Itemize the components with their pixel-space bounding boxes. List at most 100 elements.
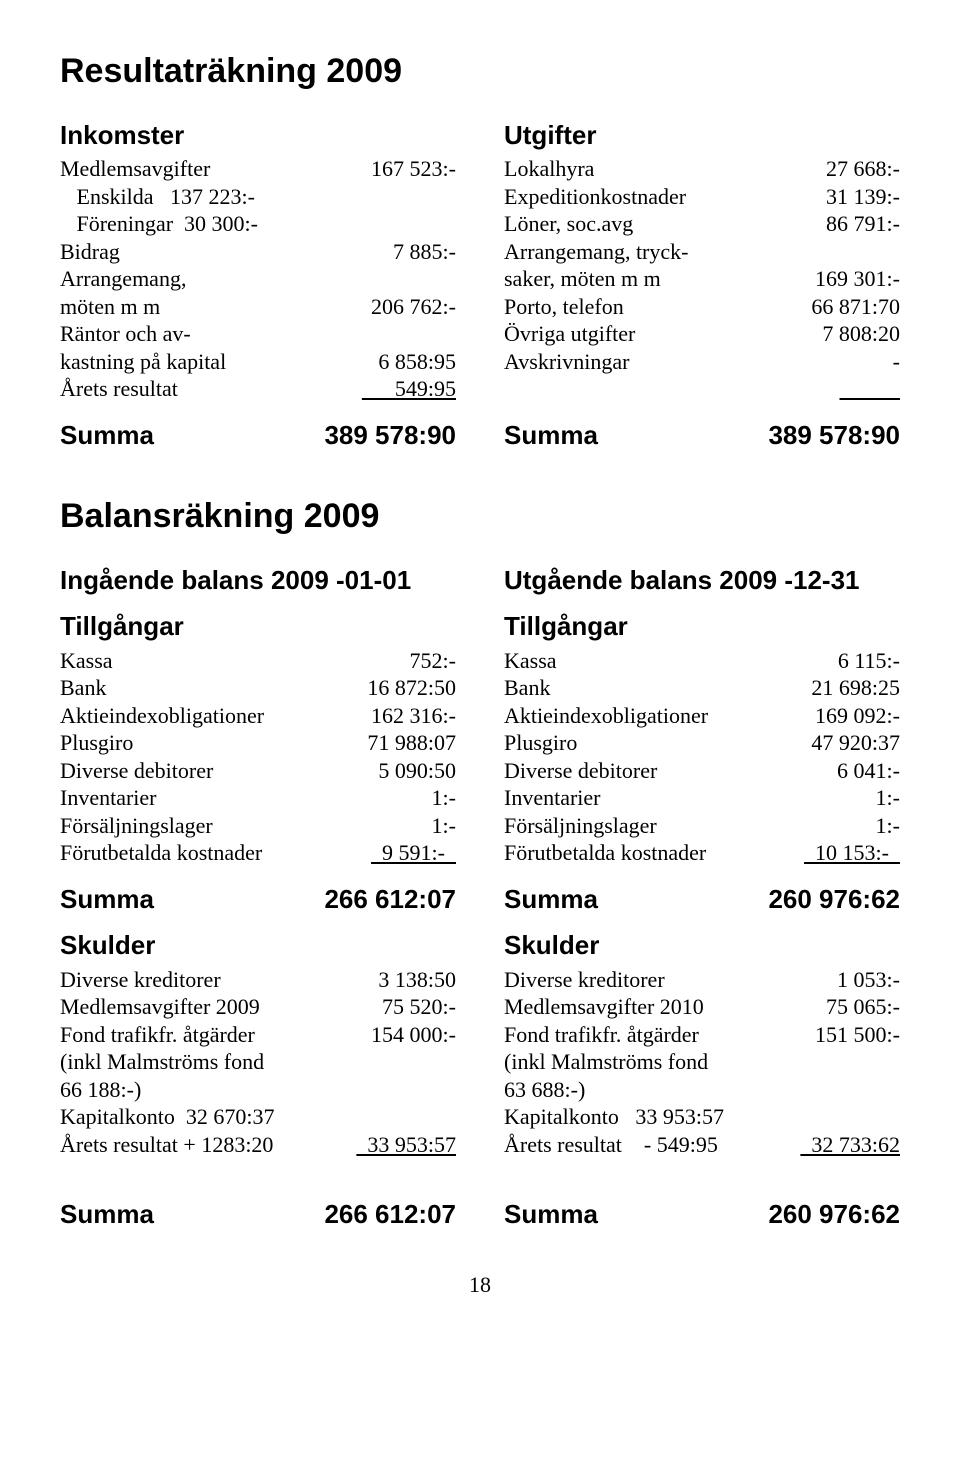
balance-out-liab-row: Fond trafikfr. åtgärder151 500:-	[504, 1021, 900, 1049]
balance-in-liab-label: Fond trafikfr. åtgärder	[60, 1021, 365, 1049]
balance-in-liab-row: 66 188:-)	[60, 1076, 456, 1104]
balance-columns: Ingående balans 2009 -01-01 Tillgångar K…	[60, 564, 900, 1231]
expense-label: Lokalhyra	[504, 155, 820, 183]
balance-out-asset-label: Bank	[504, 674, 805, 702]
expense-row: Arrangemang, tryck-	[504, 238, 900, 266]
income-label: Enskilda 137 223:-	[60, 183, 450, 211]
balance-out-assets-sum-label: Summa	[504, 883, 598, 916]
balance-in-liab-label: (inkl Malmströms fond	[60, 1048, 450, 1076]
balance-in-assets-heading: Tillgångar	[60, 610, 456, 643]
income-label: Bidrag	[60, 238, 387, 266]
balance-in-liab-row: (inkl Malmströms fond	[60, 1048, 456, 1076]
balance-in-asset-label: Försäljningslager	[60, 812, 426, 840]
income-label: Arrangemang,	[60, 265, 450, 293]
income-value: 549:95	[356, 375, 456, 403]
expense-value: 86 791:-	[820, 210, 900, 238]
expense-column: Utgifter Lokalhyra27 668:-Expeditionkost…	[504, 119, 900, 452]
balance-out-asset-label: Inventarier	[504, 784, 870, 812]
expense-value: 169 301:-	[809, 265, 900, 293]
balance-in-asset-row: Inventarier1:-	[60, 784, 456, 812]
balance-in-heading: Ingående balans 2009 -01-01	[60, 564, 456, 597]
balance-out-liab-row: Diverse kreditorer1 053:-	[504, 966, 900, 994]
income-value: 206 762:-	[365, 293, 456, 321]
balance-out-assets-sum-row: Summa 260 976:62	[504, 883, 900, 916]
income-row: möten m m206 762:-	[60, 293, 456, 321]
balance-in-liab-row: Diverse kreditorer3 138:50	[60, 966, 456, 994]
result-title: Resultaträkning 2009	[60, 50, 900, 93]
expense-sum-row: Summa 389 578:90	[504, 419, 900, 452]
balance-out-asset-row: Försäljningslager1:-	[504, 812, 900, 840]
balance-out-assets-sum-value: 260 976:62	[768, 883, 900, 916]
expense-row: Avskrivningar-	[504, 348, 900, 376]
balance-out-liab-label: (inkl Malmströms fond	[504, 1048, 894, 1076]
balance-in-asset-value: 162 316:-	[365, 702, 456, 730]
expense-label: Avskrivningar	[504, 348, 887, 376]
income-sum-label: Summa	[60, 419, 154, 452]
balance-out-asset-row: Förutbetalda kostnader 10 153:-	[504, 839, 900, 867]
balance-in-liab-sum-row: Summa 266 612:07	[60, 1198, 456, 1231]
balance-out-liab-row: Kapitalkonto 33 953:57	[504, 1103, 900, 1131]
expense-row: Porto, telefon66 871:70	[504, 293, 900, 321]
expense-value: -	[887, 348, 900, 376]
balance-out-liab-value: 1 053:-	[831, 966, 900, 994]
income-sum-value: 389 578:90	[324, 419, 456, 452]
balance-in-liab-value: 154 000:-	[365, 1021, 456, 1049]
expense-row: Lokalhyra27 668:-	[504, 155, 900, 183]
balance-in-asset-value: 1:-	[426, 784, 456, 812]
balance-out-asset-row: Inventarier1:-	[504, 784, 900, 812]
balance-in-asset-row: Aktieindexobligationer162 316:-	[60, 702, 456, 730]
balance-in-asset-label: Diverse debitorer	[60, 757, 372, 785]
balance-in-liab-heading: Skulder	[60, 929, 456, 962]
balance-out-liab-label: Kapitalkonto 33 953:57	[504, 1103, 894, 1131]
balance-out-asset-value: 47 920:37	[805, 729, 900, 757]
balance-out-asset-row: Diverse debitorer6 041:-	[504, 757, 900, 785]
expense-row: Expeditionkostnader31 139:-	[504, 183, 900, 211]
balance-out-asset-row: Bank21 698:25	[504, 674, 900, 702]
expense-sum-value: 389 578:90	[768, 419, 900, 452]
expense-value: 7 808:20	[816, 320, 900, 348]
income-label: kastning på kapital	[60, 348, 372, 376]
expense-label: saker, möten m m	[504, 265, 809, 293]
income-label: Medlemsavgifter	[60, 155, 365, 183]
balance-in-column: Ingående balans 2009 -01-01 Tillgångar K…	[60, 564, 456, 1231]
balance-out-asset-label: Förutbetalda kostnader	[504, 839, 798, 867]
balance-title: Balansräkning 2009	[60, 495, 900, 538]
balance-out-asset-label: Plusgiro	[504, 729, 805, 757]
expense-row: Löner, soc.avg86 791:-	[504, 210, 900, 238]
income-value: 167 523:-	[365, 155, 456, 183]
balance-in-asset-value: 9 591:-	[365, 839, 456, 867]
balance-out-asset-value: 10 153:-	[798, 839, 900, 867]
balance-out-asset-value: 6 115:-	[832, 647, 900, 675]
balance-out-liab-row: Årets resultat - 549:95 32 733:62	[504, 1131, 900, 1159]
expense-label: Expeditionkostnader	[504, 183, 820, 211]
balance-in-asset-value: 752:-	[404, 647, 456, 675]
page-number: 18	[60, 1271, 900, 1299]
balance-out-liab-sum-row: Summa 260 976:62	[504, 1198, 900, 1231]
income-label: Räntor och av-	[60, 320, 450, 348]
balance-out-asset-value: 1:-	[870, 812, 900, 840]
balance-in-asset-row: Kassa752:-	[60, 647, 456, 675]
balance-in-asset-label: Kassa	[60, 647, 404, 675]
balance-in-liab-value: 75 520:-	[376, 993, 456, 1021]
balance-out-asset-value: 6 041:-	[831, 757, 900, 785]
expense-label: Övriga utgifter	[504, 320, 816, 348]
balance-out-asset-row: Aktieindexobligationer169 092:-	[504, 702, 900, 730]
expense-label: Porto, telefon	[504, 293, 805, 321]
balance-out-liab-heading: Skulder	[504, 929, 900, 962]
balance-out-liab-label: Diverse kreditorer	[504, 966, 831, 994]
balance-out-liab-label: 63 688:-)	[504, 1076, 894, 1104]
income-row: Enskilda 137 223:-	[60, 183, 456, 211]
balance-in-liab-value: 3 138:50	[372, 966, 456, 994]
balance-in-asset-label: Inventarier	[60, 784, 426, 812]
expense-sum-label: Summa	[504, 419, 598, 452]
income-label: möten m m	[60, 293, 365, 321]
balance-in-liab-row: Kapitalkonto 32 670:37	[60, 1103, 456, 1131]
balance-out-liab-label: Årets resultat - 549:95	[504, 1131, 794, 1159]
expense-row	[504, 375, 900, 403]
balance-in-asset-value: 16 872:50	[361, 674, 456, 702]
balance-in-assets-sum-value: 266 612:07	[324, 883, 456, 916]
expense-value	[834, 375, 901, 403]
balance-in-asset-row: Förutbetalda kostnader 9 591:-	[60, 839, 456, 867]
balance-in-asset-label: Plusgiro	[60, 729, 361, 757]
balance-out-asset-value: 21 698:25	[805, 674, 900, 702]
